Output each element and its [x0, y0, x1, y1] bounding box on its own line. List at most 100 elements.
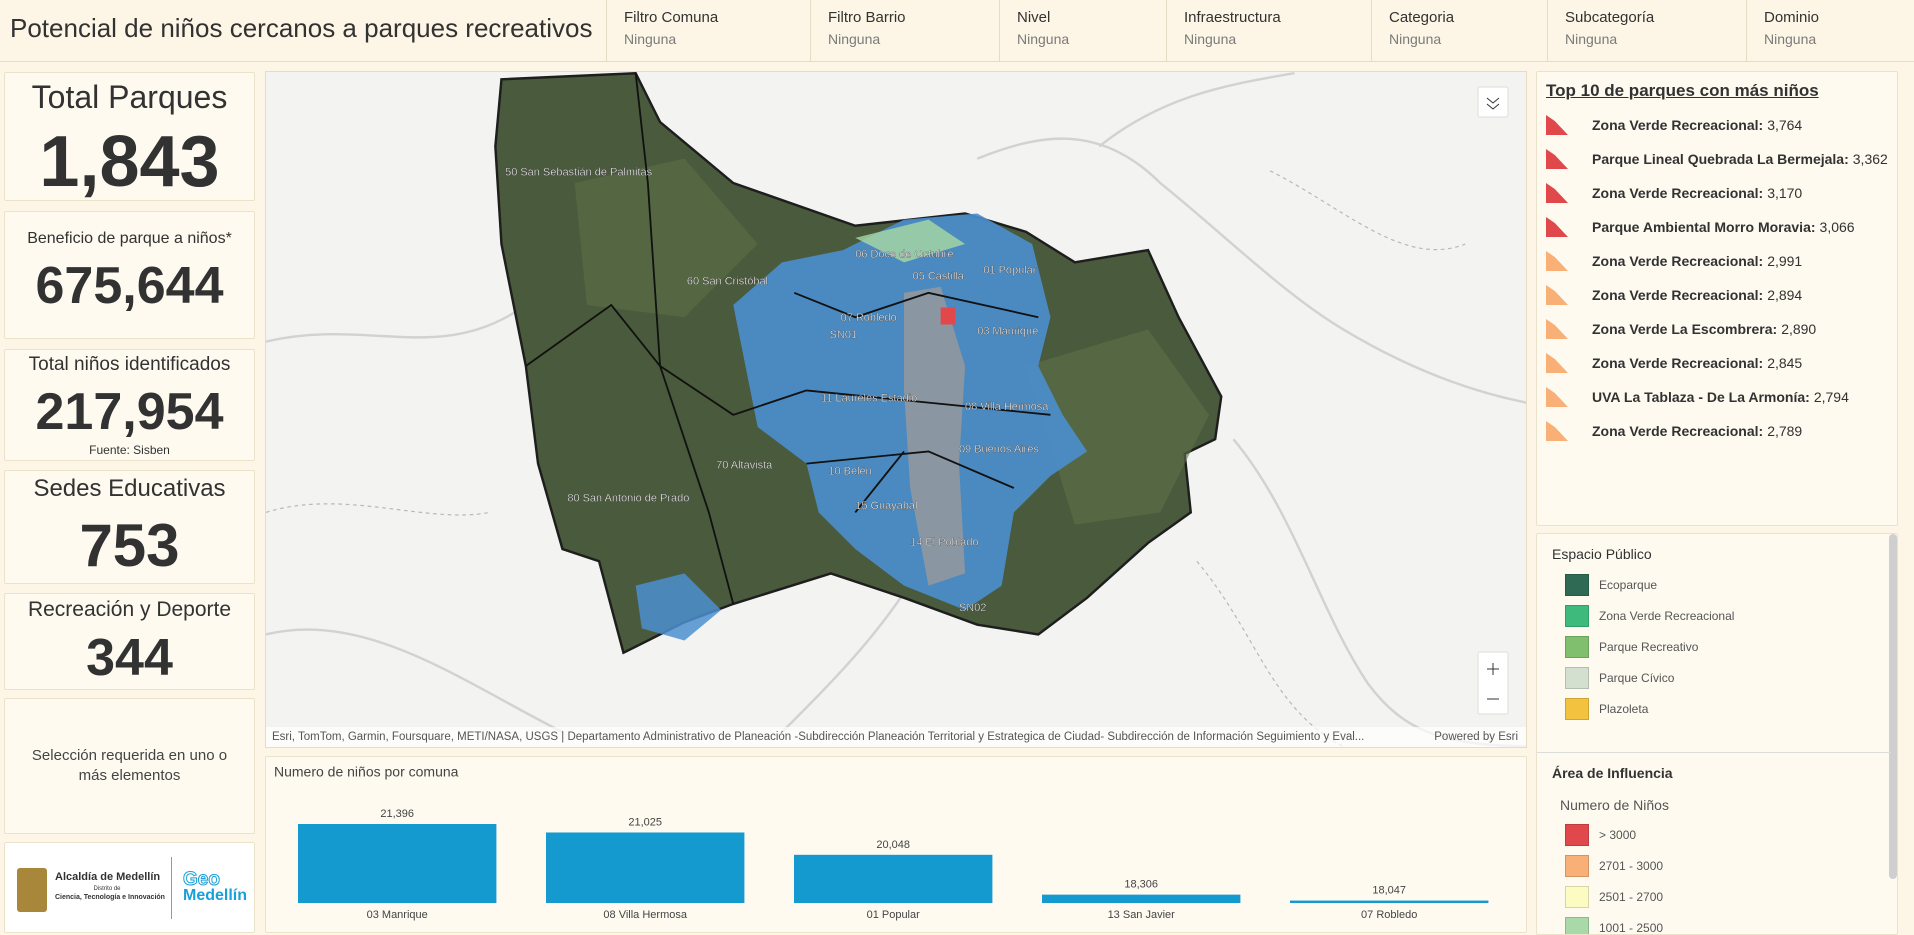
- kpi-label: Recreación y Deporte: [27, 598, 232, 621]
- comuna-borders: [525, 73, 1051, 605]
- park-value: 2,890: [1781, 321, 1817, 337]
- map-label: 15 Guayabal: [855, 500, 917, 512]
- urban-core: [904, 286, 966, 586]
- filter[interactable]: Categoria Ninguna: [1371, 0, 1547, 62]
- map-label: 06 Doce de Octubre: [855, 248, 953, 260]
- legend-list: > 3000 2701 - 3000 2501 - 2700 1001 - 2500: [1537, 819, 1877, 935]
- top10-item[interactable]: Zona Verde Recreacional: 3,764: [1537, 108, 1899, 142]
- chart-panel: Numero de niños por comuna 21,396 03 Manr…: [265, 756, 1527, 933]
- legend-item: 1001 - 2500: [1537, 912, 1877, 935]
- kpi-value: 217,954: [35, 383, 224, 441]
- top10-item[interactable]: Zona Verde Recreacional: 2,894: [1537, 278, 1899, 312]
- terrain: [574, 158, 758, 318]
- kpi-card: Beneficio de parque a niños* 675,644: [4, 211, 255, 339]
- park-value: 2,789: [1767, 423, 1803, 439]
- road: [1098, 72, 1295, 148]
- attribution-bar: Esri, TomTom, Garmin, Foursquare, METI/N…: [266, 727, 1526, 747]
- map-label: 09 Buenos Aires: [959, 444, 1039, 456]
- powered-by: Powered by Esri: [1434, 731, 1518, 743]
- bar[interactable]: [546, 832, 745, 903]
- x-tick-label: 01 Popular: [867, 909, 921, 921]
- legend-label: 1001 - 2500: [1599, 920, 1664, 935]
- top10-item[interactable]: Parque Lineal Quebrada La Bermejala: 3,36…: [1537, 142, 1899, 176]
- influence-area: [635, 573, 722, 641]
- header: Potencial de niños cercanos a parques re…: [0, 0, 1914, 62]
- park-name: Parque Lineal Quebrada La Bermejala:: [1592, 151, 1849, 167]
- map-label: SN02: [959, 602, 986, 614]
- value-label: 18,047: [1372, 885, 1406, 897]
- boundary: [1196, 560, 1344, 747]
- top10-item[interactable]: Zona Verde La Escombrera: 2,890: [1537, 312, 1899, 346]
- flag-icon: [1546, 217, 1568, 237]
- logo-line2: Ciencia, Tecnología e Innovación: [55, 894, 165, 901]
- x-tick-label: 08 Villa Hermosa: [603, 909, 687, 921]
- kpi-label: Sedes Educativas: [33, 475, 226, 502]
- boundary: [1269, 170, 1466, 251]
- flag-icon: [1546, 319, 1568, 339]
- bar[interactable]: [298, 824, 497, 903]
- filter[interactable]: Dominio Ninguna: [1746, 0, 1914, 62]
- park-name: Zona Verde Recreacional:: [1592, 117, 1764, 133]
- filter-value: Ninguna: [1389, 31, 1442, 47]
- map-label: SN01: [830, 329, 857, 341]
- map-label: 70 Altavista: [716, 460, 773, 472]
- map-layer: 50 San Sebastián de Palmitas 60 San Crist…: [266, 72, 1526, 747]
- bar[interactable]: [794, 854, 993, 903]
- legend-swatch: [1565, 604, 1589, 627]
- legend-swatch: [1565, 885, 1589, 908]
- map-label: 60 San Cristóbal: [687, 275, 768, 287]
- park-value: 3,170: [1767, 185, 1803, 201]
- legend-label: Parque Recreativo: [1599, 639, 1699, 654]
- filter-value: Ninguna: [1764, 31, 1817, 47]
- scrollbar[interactable]: [1889, 534, 1897, 879]
- legend-label: Plazoleta: [1599, 701, 1649, 716]
- terrain: [1026, 329, 1210, 525]
- top10-item[interactable]: Zona Verde Recreacional: 2,845: [1537, 346, 1899, 380]
- zoom-in[interactable]: [1487, 663, 1499, 675]
- map[interactable]: 50 San Sebastián de Palmitas 60 San Crist…: [266, 72, 1526, 747]
- border: [525, 303, 661, 367]
- influence-area: [855, 219, 966, 263]
- bar[interactable]: [1042, 894, 1241, 903]
- filter-value: Ninguna: [1184, 31, 1237, 47]
- value-label: 20,048: [876, 839, 910, 851]
- filter-value: Ninguna: [828, 31, 881, 47]
- top10-title: Top 10 de parques con más niños: [1546, 81, 1819, 100]
- top10-item[interactable]: Parque Ambiental Morro Moravia: 3,066: [1537, 210, 1899, 244]
- filter[interactable]: Nivel Ninguna: [999, 0, 1166, 62]
- logo-brand-bottom: Medellín: [183, 887, 248, 904]
- road: [266, 304, 527, 343]
- map-label: 14 El Poblado: [910, 536, 978, 548]
- filter[interactable]: Filtro Barrio Ninguna: [810, 0, 999, 62]
- map-label: 08 Villa Hermosa: [965, 401, 1049, 413]
- park-name: Zona Verde La Escombrera:: [1592, 321, 1778, 337]
- map-label: 10 Belén: [828, 466, 871, 478]
- top10-list: Zona Verde Recreacional: 3,764 Parque Line…: [1537, 108, 1899, 448]
- filter[interactable]: Filtro Comuna Ninguna: [606, 0, 810, 62]
- park-name: Zona Verde Recreacional:: [1592, 253, 1764, 269]
- filter-value: Ninguna: [1565, 31, 1618, 47]
- map-panel[interactable]: 50 San Sebastián de Palmitas 60 San Crist…: [265, 71, 1527, 748]
- park-name: Parque Ambiental Morro Moravia:: [1592, 219, 1816, 235]
- value-label: 21,025: [628, 816, 662, 828]
- logo-card: Alcaldía de Medellín Distrito de Ciencia…: [4, 842, 255, 933]
- filter[interactable]: Infraestructura Ninguna: [1166, 0, 1371, 62]
- bar[interactable]: [1290, 900, 1489, 903]
- kpi-value: 753: [79, 512, 180, 579]
- collapse-button[interactable]: [1477, 86, 1509, 118]
- kpi-card: Total niños identificados 217,954 Fuente: …: [4, 349, 255, 461]
- top10-item[interactable]: Zona Verde Recreacional: 2,991: [1537, 244, 1899, 278]
- filter[interactable]: Subcategoría Ninguna: [1547, 0, 1746, 62]
- park-value: 2,794: [1813, 389, 1849, 405]
- top10-item[interactable]: Zona Verde Recreacional: 2,789: [1537, 414, 1899, 448]
- kpi-card: Sedes Educativas 753: [4, 470, 255, 584]
- legend-item: Ecoparque: [1537, 569, 1877, 600]
- top10-item[interactable]: Zona Verde Recreacional: 3,170: [1537, 176, 1899, 210]
- filter-label: Filtro Barrio: [828, 9, 906, 26]
- top10-item[interactable]: UVA La Tablaza - De La Armonía: 2,794: [1537, 380, 1899, 414]
- collapse-icon: [1486, 97, 1500, 110]
- logo-divider: [171, 857, 172, 919]
- boundary: [266, 503, 490, 516]
- legend-title: Área de Influencia: [1552, 765, 1673, 781]
